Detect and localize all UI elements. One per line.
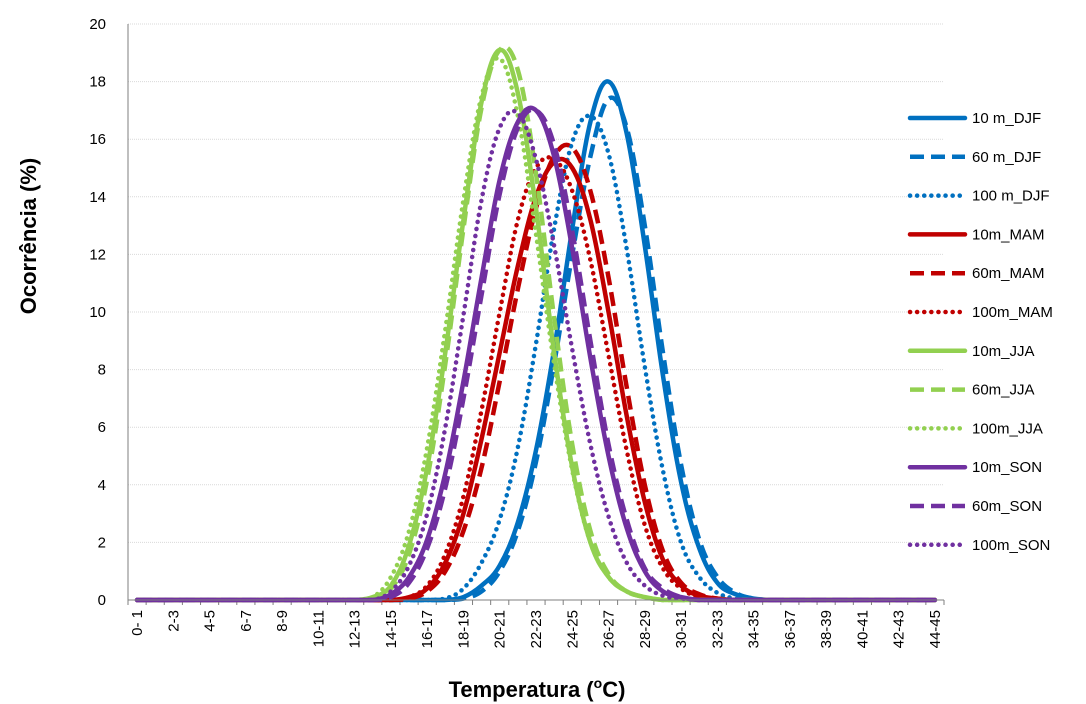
x-tick-label: 16-17 bbox=[419, 610, 436, 648]
gridlines bbox=[128, 23, 944, 543]
x-axis-title-superscript: o bbox=[594, 675, 603, 691]
x-tick-label: 42-43 bbox=[891, 610, 908, 648]
legend-label: 10m_SON bbox=[972, 459, 1042, 476]
series-line-60m-jja bbox=[137, 44, 935, 603]
legend-label: 100m_MAM bbox=[972, 304, 1053, 321]
x-tick-label: 30-31 bbox=[673, 610, 690, 648]
y-tick-label: 4 bbox=[98, 477, 106, 494]
x-tick-label: 22-23 bbox=[528, 610, 545, 648]
legend-label: 10 m_DJF bbox=[972, 110, 1041, 127]
x-tick-label: 28-29 bbox=[637, 610, 654, 648]
x-tick-label: 12-13 bbox=[347, 610, 364, 648]
x-tick-label: 0- 1 bbox=[129, 610, 146, 636]
x-tick-label: 18-19 bbox=[455, 610, 472, 648]
y-tick-label: 16 bbox=[89, 131, 106, 148]
x-axis-title-main: Temperatura ( bbox=[449, 677, 595, 702]
y-tick-label: 18 bbox=[89, 74, 106, 91]
y-tick-label: 14 bbox=[89, 189, 106, 206]
legend-label: 60m_MAM bbox=[972, 265, 1045, 282]
y-tick-label: 2 bbox=[98, 534, 106, 551]
y-tick-label: 6 bbox=[98, 419, 106, 436]
y-axis-ticks: 0 2 4 6 8 10 12 14 16 18 20 bbox=[89, 16, 106, 609]
x-tick-label: 14-15 bbox=[383, 610, 400, 648]
y-tick-label: 8 bbox=[98, 362, 106, 379]
x-tick-label: 44-45 bbox=[927, 610, 944, 648]
x-tick-label: 26-27 bbox=[601, 610, 618, 648]
legend-label: 100 m_DJF bbox=[972, 188, 1050, 205]
x-tick-label: 40-41 bbox=[854, 610, 871, 648]
legend-label: 10m_MAM bbox=[972, 226, 1045, 243]
legend-label: 60 m_DJF bbox=[972, 149, 1041, 166]
y-axis-title: Ocorrência (%) bbox=[16, 158, 41, 315]
x-tick-label: 38-39 bbox=[818, 610, 835, 648]
x-tick-label: 2-3 bbox=[165, 610, 182, 632]
x-tick-label: 20-21 bbox=[492, 610, 509, 648]
y-tick-label: 12 bbox=[89, 246, 106, 263]
series-line-100-m-djf bbox=[134, 113, 938, 603]
legend-label: 60m_SON bbox=[972, 498, 1042, 515]
x-axis-ticks: 0- 1 2-3 4-5 6-7 8-9 10-11 12-13 14-15 16-17 18-1… bbox=[127, 600, 945, 648]
y-tick-label: 0 bbox=[98, 592, 106, 609]
legend-label: 60m_JJA bbox=[972, 382, 1035, 399]
y-tick-label: 10 bbox=[89, 304, 106, 321]
x-tick-label: 8-9 bbox=[274, 610, 291, 632]
series-lines bbox=[134, 44, 938, 603]
x-axis-title-tail: C) bbox=[602, 677, 625, 702]
x-tick-label: 34-35 bbox=[746, 610, 763, 648]
x-tick-label: 10-11 bbox=[310, 610, 327, 647]
legend-label: 100m_JJA bbox=[972, 420, 1043, 437]
x-tick-label: 4-5 bbox=[202, 610, 219, 632]
x-tick-label: 24-25 bbox=[564, 610, 581, 648]
y-tick-label: 20 bbox=[89, 16, 106, 33]
legend-label: 100m_SON bbox=[972, 537, 1050, 554]
x-tick-label: 36-37 bbox=[782, 610, 799, 648]
legend-label: 10m_JJA bbox=[972, 343, 1035, 360]
x-axis-title: Temperatura (oC) bbox=[449, 675, 626, 702]
legend: 10 m_DJF 60 m_DJF 100 m_DJF 10m_MAM 60m_MAM 1… bbox=[907, 110, 1053, 554]
x-tick-label: 32-33 bbox=[709, 610, 726, 648]
series-line-10m-jja bbox=[134, 47, 938, 603]
x-tick-label: 6-7 bbox=[238, 610, 255, 632]
